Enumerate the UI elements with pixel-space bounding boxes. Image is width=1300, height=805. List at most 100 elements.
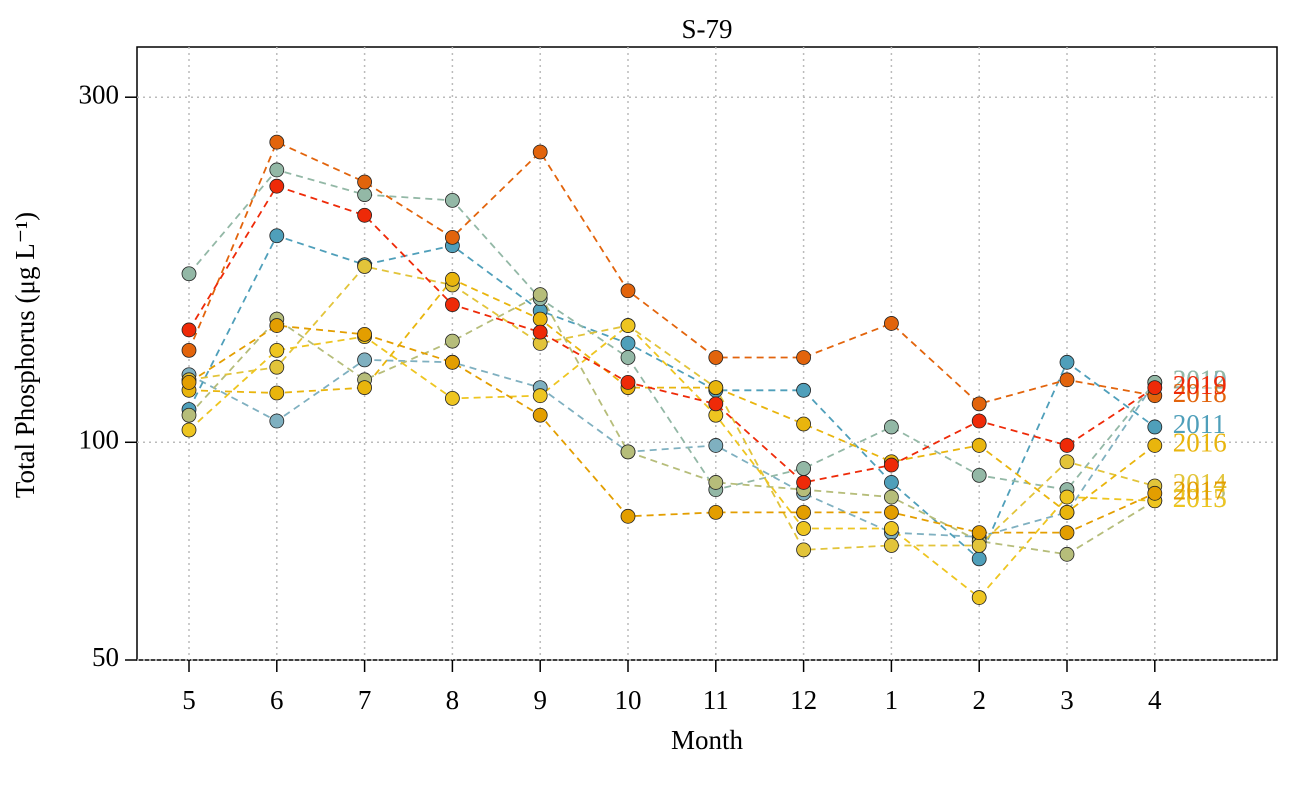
data-point (1059, 438, 1075, 453)
data-point (708, 380, 724, 396)
data-point (532, 324, 548, 340)
data-point (181, 422, 197, 438)
data-point (1059, 546, 1075, 562)
data-point (708, 504, 724, 520)
data-point (181, 322, 197, 338)
x-tick-label: 6 (270, 685, 284, 715)
series-line (188, 168, 1156, 491)
data-point (269, 342, 285, 358)
series-label: 2017 (1173, 476, 1227, 506)
data-point (1059, 454, 1075, 470)
data-point (620, 318, 636, 333)
series-label: 2019 (1173, 370, 1227, 400)
chart-title: S-79 (681, 14, 732, 44)
data-point (444, 354, 460, 370)
series-line (188, 185, 1156, 484)
data-point (269, 385, 285, 401)
data-point (708, 396, 724, 412)
data-point (269, 228, 285, 244)
data-point (357, 207, 373, 223)
data-point (357, 326, 373, 342)
data-point (620, 283, 636, 299)
series-line (188, 293, 1156, 556)
x-tick-label: 5 (182, 685, 196, 715)
data-point (269, 359, 285, 375)
y-tick-label: 100 (79, 424, 120, 454)
data-point (884, 475, 899, 490)
data-point (1059, 354, 1075, 370)
data-point (532, 407, 548, 423)
series-line (188, 324, 1156, 534)
data-point (971, 525, 987, 541)
data-point (1147, 438, 1163, 453)
x-axis-label: Month (671, 725, 744, 755)
data-point (1147, 485, 1163, 501)
series-label: 2010 (1173, 365, 1227, 395)
y-tick-label: 300 (79, 79, 120, 109)
data-point (357, 187, 373, 203)
data-point (708, 350, 724, 365)
data-point (444, 192, 460, 208)
data-point (532, 311, 548, 327)
data-point (1147, 380, 1163, 396)
series-label: 2016 (1173, 428, 1227, 458)
data-point (269, 178, 285, 194)
x-tick-label: 9 (533, 685, 547, 715)
data-point (796, 542, 811, 558)
series-line (188, 278, 1156, 514)
data-point (796, 382, 811, 398)
data-point (269, 134, 285, 150)
x-tick-label: 11 (703, 685, 729, 715)
data-point (884, 419, 899, 435)
data-point (796, 475, 811, 490)
data-point (444, 297, 460, 313)
data-point (971, 538, 987, 553)
data-point (181, 407, 197, 423)
data-point (357, 352, 373, 368)
data-point (796, 416, 811, 432)
data-point (444, 271, 460, 287)
data-point (1147, 419, 1163, 435)
data-point (884, 521, 899, 536)
y-axis-label: Total Phosphorus (μg L⁻¹) (10, 212, 40, 498)
data-point (444, 333, 460, 349)
x-tick-label: 12 (790, 685, 817, 715)
data-point (1059, 504, 1075, 520)
data-point (884, 316, 899, 331)
data-point (796, 504, 811, 520)
y-tick-label: 50 (92, 642, 119, 672)
data-point (971, 438, 987, 453)
data-point (1059, 489, 1075, 505)
data-point (181, 375, 197, 390)
data-point (181, 342, 197, 358)
data-point (971, 396, 987, 412)
plot-frame (136, 46, 1278, 661)
data-point (181, 266, 197, 282)
data-point (444, 229, 460, 245)
data-point (357, 380, 373, 396)
series-label: 2014 (1173, 468, 1228, 498)
data-point (971, 551, 987, 567)
data-point (620, 375, 636, 390)
data-point (532, 144, 548, 160)
x-tick-label: 10 (615, 685, 642, 715)
x-tick-label: 7 (358, 685, 372, 715)
data-point (971, 467, 987, 483)
data-point (1059, 372, 1075, 388)
data-point (708, 438, 724, 453)
data-point (971, 413, 987, 429)
data-point (532, 287, 548, 303)
data-point (269, 318, 285, 333)
series-label: 2011 (1173, 409, 1226, 439)
series-line (188, 265, 1156, 551)
series-label: 2015 (1173, 483, 1227, 513)
data-point (796, 521, 811, 536)
data-point (620, 336, 636, 351)
data-point (269, 162, 285, 178)
series-label: 2012 (1173, 365, 1227, 395)
x-tick-label: 2 (972, 685, 986, 715)
data-point (269, 413, 285, 429)
data-point (620, 508, 636, 524)
